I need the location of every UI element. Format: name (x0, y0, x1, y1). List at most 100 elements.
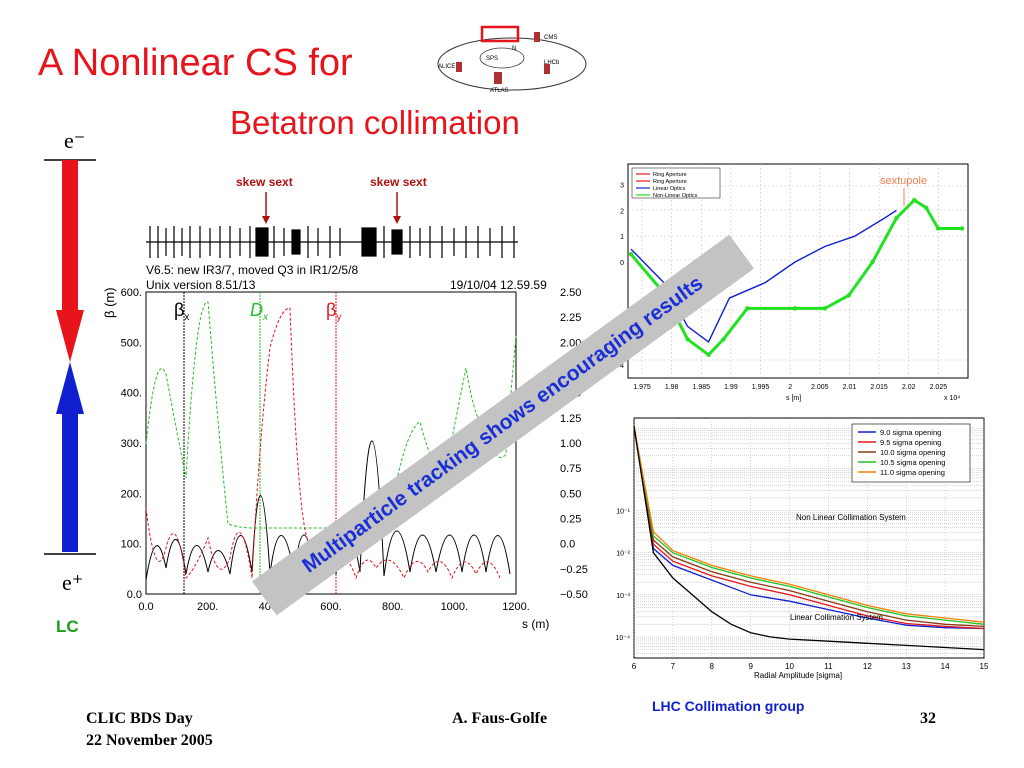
y-tick-label: 1 (620, 234, 624, 241)
x-axis-title: s (m) (522, 617, 549, 631)
legend-d-x: Dx (250, 300, 269, 323)
y-tick-label: 500. (121, 337, 142, 349)
electron-label: e⁻ (64, 128, 86, 153)
x-tick-label: 14 (941, 662, 950, 671)
series-point (792, 306, 798, 311)
y2-ticks: 2.502.252.001.751.501.251.000.750.500.25… (560, 287, 588, 601)
x-tick-label: 800. (382, 601, 403, 613)
x-tick-label: 2.01 (843, 384, 857, 391)
y-tick-label: 10⁻² (616, 551, 630, 558)
y-tick-label: 10⁻¹ (616, 509, 630, 516)
y2-tick-label: 2.25 (560, 312, 581, 324)
dispersion-curve (145, 301, 517, 529)
series-line (633, 426, 985, 630)
series-point (721, 337, 726, 342)
y2-tick-label: 0.25 (560, 514, 581, 526)
ring-label: CMS (544, 35, 557, 41)
x-tick-label: 200. (197, 601, 218, 613)
plot-header: Unix version 8.51/13 (146, 278, 256, 292)
series-point (870, 259, 875, 265)
ring-label: SPS (486, 56, 498, 62)
x-ticks: 1.975 1.98 1.985 1.99 1.995 2 2.005 2.01 2.015 2.… (633, 384, 947, 391)
series-point (745, 306, 750, 311)
x-tick-label: 12 (863, 662, 872, 671)
y-tick-label: 10⁻⁴ (616, 635, 631, 642)
x-tick-label: 1.98 (665, 384, 679, 391)
chart-series (633, 426, 985, 651)
x-tick-label: 13 (902, 662, 911, 671)
y2-tick-label: 0.0 (560, 539, 575, 551)
x-ticks: 0.0 200. 400. 600. 800. 1000. 1200. (138, 601, 529, 613)
x-tick-label: 2.025 (930, 384, 948, 391)
y-tick-label: 200. (121, 488, 142, 500)
y2-tick-label: −0.50 (560, 589, 588, 601)
beta-y-curve (145, 307, 501, 580)
legend-entry: 11.0 sigma opening (880, 468, 945, 477)
series-line (633, 426, 985, 628)
ring-label: ALICE (438, 64, 455, 70)
legend-entry: Ring Aperture (653, 179, 687, 185)
y2-tick-label: 0.75 (560, 463, 581, 475)
x-tick-label: 1000. (441, 601, 469, 613)
lhc-ring-diagram: CMS ALICE SPS LHCb ATLAS N (437, 25, 587, 94)
x-tick-label: 600. (320, 601, 341, 613)
x-tick-label: 8 (710, 662, 715, 671)
x-tick-label: 15 (980, 662, 989, 671)
page-number: 32 (920, 710, 936, 727)
x-axis-title: s [m] (786, 395, 801, 402)
legend-entry: 10.0 sigma opening (880, 448, 945, 457)
y-tick-label: 10⁻³ (616, 593, 630, 600)
y-ticks: 600. 500. 400. 300. 200. 100. 0.0 (121, 287, 142, 601)
series-point (685, 337, 690, 342)
series-point (959, 226, 965, 231)
lattice-strip (146, 226, 518, 258)
linear-collider-label: LC (56, 617, 79, 636)
legend-entry: Ring Aperture (653, 172, 687, 178)
y2-tick-label: 1.25 (560, 413, 581, 425)
legend-beta-y: βy (326, 300, 341, 323)
y-tick-label: 2 (620, 208, 624, 215)
credit-label: LHC Collimation group (652, 698, 805, 714)
ring-label: ATLAS (490, 88, 509, 94)
series-point (912, 197, 917, 203)
legend-entry: 9.0 sigma opening (880, 428, 941, 437)
series-point (822, 306, 828, 311)
y-tick-label: 600. (121, 287, 142, 299)
series-line (633, 426, 985, 651)
x-tick-label: 1.995 (752, 384, 770, 391)
series-line (633, 426, 985, 623)
x-ticks: 6 7 8 9 10 11 12 13 14 15 (632, 662, 989, 671)
footer-author: A. Faus-Golfe (452, 710, 548, 727)
series-line (633, 426, 985, 625)
x-tick-label: 1.985 (693, 384, 711, 391)
chart-annotation: Linear Collimation System (790, 613, 883, 622)
sext-label: skew sext (236, 175, 293, 189)
y-tick-label: 300. (121, 438, 142, 450)
y-tick-label: 100. (121, 539, 142, 551)
footer-date: 22 November 2005 (86, 732, 213, 749)
series-point (894, 215, 899, 221)
y2-tick-label: 1.00 (560, 438, 581, 450)
collider-arrows (44, 159, 96, 555)
series-point (935, 226, 941, 231)
x-tick-label: 1.975 (633, 384, 651, 391)
y-tick-label: 0.0 (127, 589, 142, 601)
optics-plot: skew sext skew sext V6.5: new IR3/7, mov… (102, 175, 588, 631)
x-tick-label: 2 (788, 384, 792, 391)
x-tick-label: 7 (671, 662, 676, 671)
series-point (628, 252, 634, 257)
x-tick-label: 0.0 (138, 601, 153, 613)
x-axis-title: Radial Amplitude [sigma] (754, 671, 842, 680)
x-tick-label: 2.015 (870, 384, 888, 391)
legend-entry: Non-Linear Optics (653, 193, 698, 199)
legend-beta-x: βx (174, 300, 189, 323)
y-tick-label: 400. (121, 388, 142, 400)
x-tick-label: 1200. (502, 601, 530, 613)
x-tick-label: 2.02 (902, 384, 916, 391)
footer-event: CLIC BDS Day (86, 710, 193, 727)
x-tick-label: 1.99 (724, 384, 738, 391)
